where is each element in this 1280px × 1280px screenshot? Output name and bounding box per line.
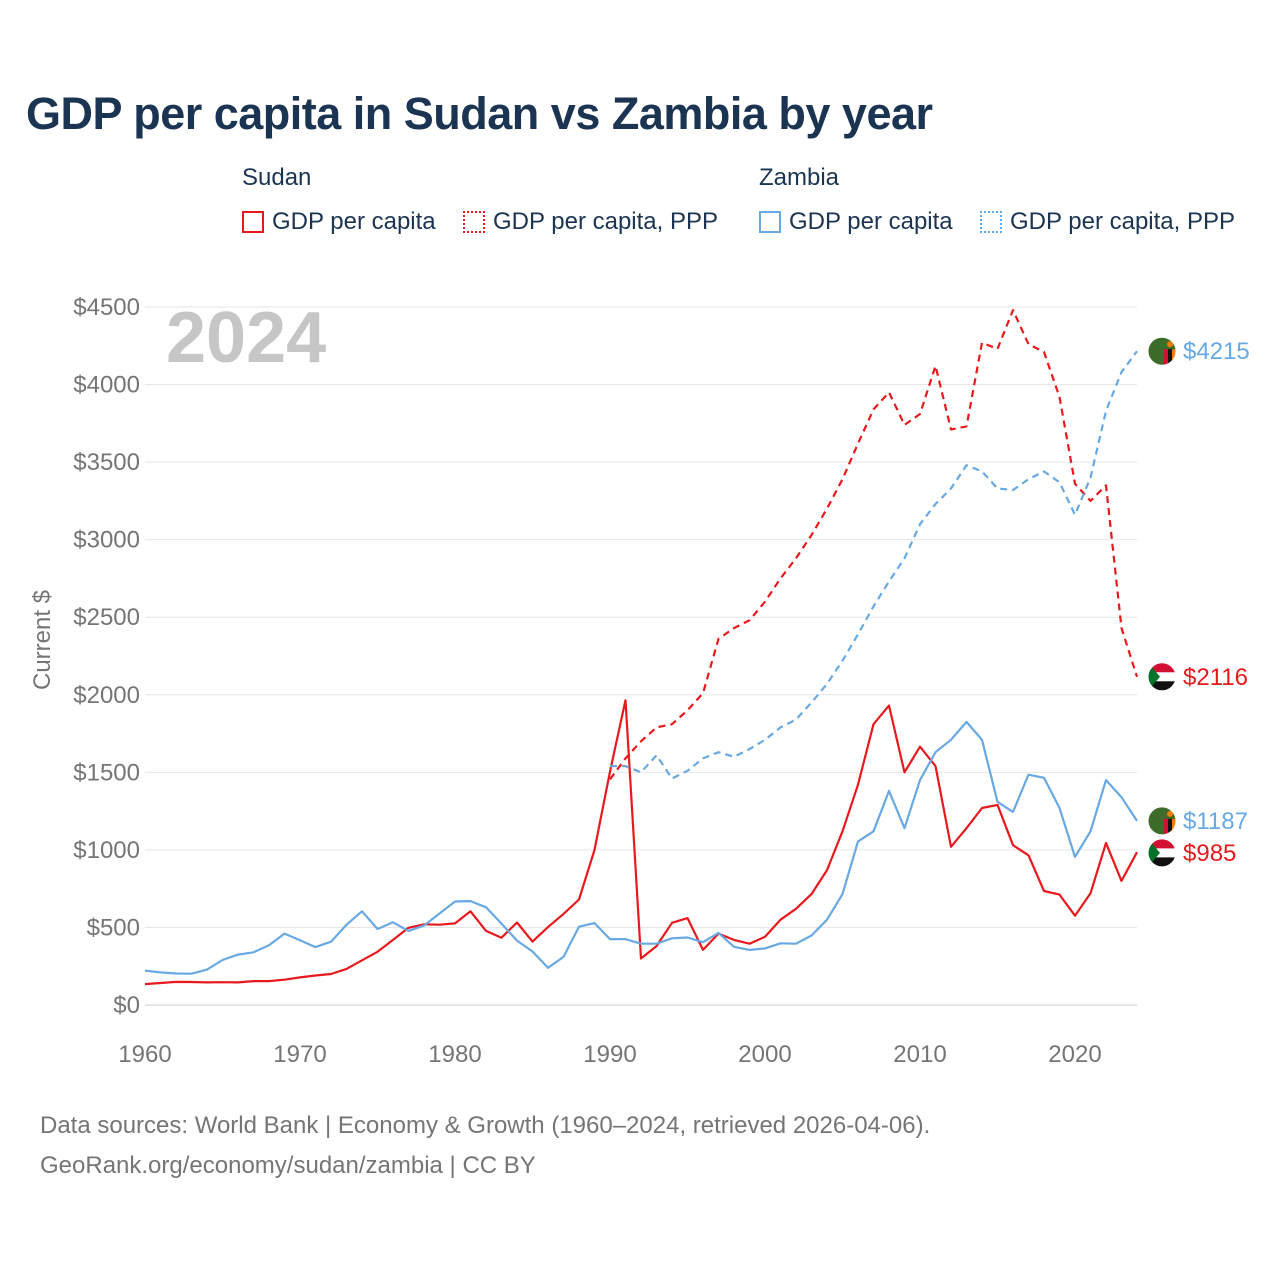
flag-zambia-icon xyxy=(1147,336,1177,366)
end-label-sudan-solid: $985 xyxy=(1183,840,1236,867)
gridlines xyxy=(145,306,1137,1006)
flag-sudan-icon xyxy=(1147,838,1177,868)
footer: Data sources: World Bank | Economy & Gro… xyxy=(40,1106,930,1186)
flag-sudan-icon xyxy=(1147,662,1177,692)
legend-group-zambia: Zambia GDP per capita GDP per capita, PP… xyxy=(759,164,1235,235)
legend-item-zambia-gdp[interactable]: GDP per capita xyxy=(759,208,953,236)
data-sources: Data sources: World Bank | Economy & Gro… xyxy=(40,1112,931,1139)
legend-swatch-solid xyxy=(759,211,781,233)
series-line-sudan-solid[interactable] xyxy=(144,699,1138,986)
y-tick-label: $4000 xyxy=(73,372,140,399)
x-tick-label: 2010 xyxy=(893,1041,946,1068)
legend-swatch-solid xyxy=(242,211,264,233)
legend-group-label: Zambia xyxy=(759,164,840,191)
y-tick-label: $3500 xyxy=(73,449,140,476)
y-tick-label: $1500 xyxy=(73,759,140,786)
legend-item-zambia-ppp[interactable]: GDP per capita, PPP xyxy=(980,208,1235,236)
legend-group-label: Sudan xyxy=(242,164,312,191)
x-tick-label: 2000 xyxy=(738,1041,791,1068)
y-tick-label: $3000 xyxy=(73,527,140,554)
x-tick-label: 1960 xyxy=(118,1041,171,1068)
series-lines xyxy=(144,309,1139,986)
legend-group-sudan: Sudan GDP per capita GDP per capita, PPP xyxy=(242,164,718,235)
y-tick-label: $0 xyxy=(113,992,140,1019)
end-label-zambia-dashed: $4215 xyxy=(1183,338,1250,365)
legend-item-sudan-ppp[interactable]: GDP per capita, PPP xyxy=(463,208,718,236)
x-tick-label: 1980 xyxy=(428,1041,481,1068)
chart-title: GDP per capita in Sudan vs Zambia by yea… xyxy=(26,88,933,139)
y-tick-label: $1000 xyxy=(73,837,140,864)
legend-item-label: GDP per capita xyxy=(789,208,953,235)
y-tick-label: $4500 xyxy=(73,294,140,321)
end-flags xyxy=(1147,336,1177,868)
x-tick-label: 1990 xyxy=(583,1041,636,1068)
end-labels: $985 $2116 $1187 $4215 xyxy=(1183,338,1250,867)
source-link[interactable]: GeoRank.org/economy/sudan/zambia | CC BY xyxy=(40,1152,536,1179)
y-axis-label: Current $ xyxy=(29,590,56,690)
series-line-zambia-dashed[interactable] xyxy=(610,350,1138,780)
legend-swatch-dotted xyxy=(980,211,1002,233)
y-tick-label: $2500 xyxy=(73,604,140,631)
series-line-zambia-solid[interactable] xyxy=(144,720,1138,975)
flag-zambia-icon xyxy=(1147,806,1177,836)
year-label: 2024 xyxy=(166,298,326,378)
x-tick-label: 1970 xyxy=(273,1041,326,1068)
x-axis-ticks: 1960 1970 1980 1990 2000 2010 2020 xyxy=(118,1041,1101,1068)
x-tick-label: 2020 xyxy=(1048,1041,1101,1068)
y-tick-label: $500 xyxy=(87,914,140,941)
legend-item-sudan-gdp[interactable]: GDP per capita xyxy=(242,208,436,236)
legend-item-label: GDP per capita, PPP xyxy=(493,208,718,235)
legend-swatch-dotted xyxy=(463,211,485,233)
legend-item-label: GDP per capita, PPP xyxy=(1010,208,1235,235)
y-axis-ticks: $0 $500 $1000 $1500 $2000 $2500 $3000 $3500 $400… xyxy=(73,294,140,1019)
end-label-sudan-dashed: $2116 xyxy=(1183,664,1248,691)
y-tick-label: $2000 xyxy=(73,682,140,709)
series-line-sudan-dashed[interactable] xyxy=(609,309,1139,780)
legend-item-label: GDP per capita xyxy=(272,208,436,235)
end-label-zambia-solid: $1187 xyxy=(1183,808,1248,835)
